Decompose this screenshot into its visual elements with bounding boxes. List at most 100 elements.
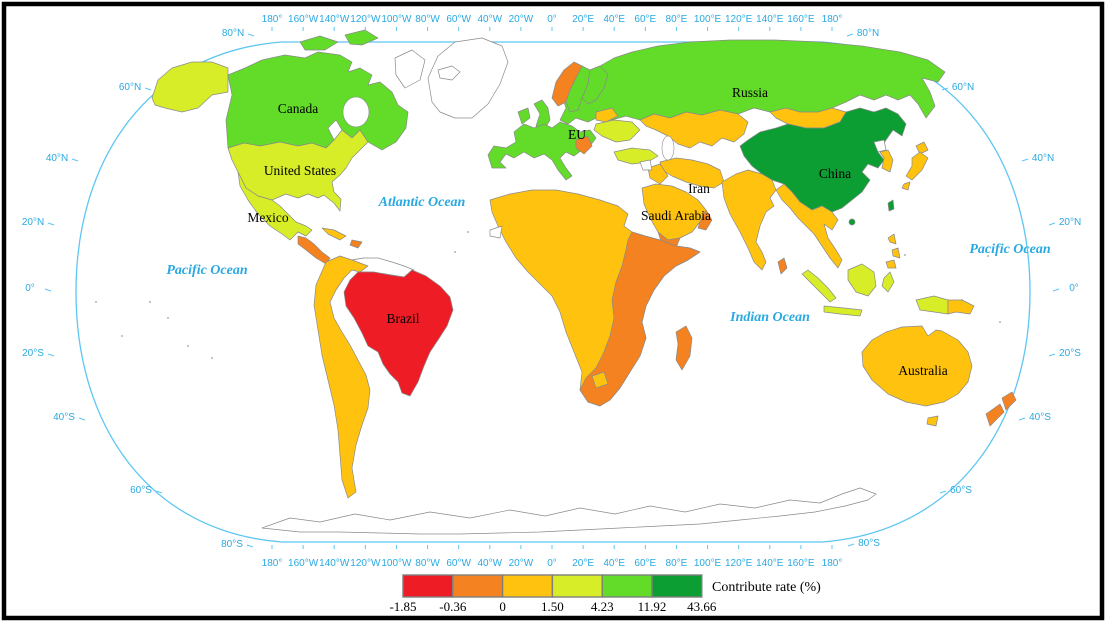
lon-label: 120°W (350, 14, 381, 25)
ocean-label: Indian Ocean (729, 310, 810, 325)
tick (47, 222, 55, 226)
country-label: United States (264, 163, 336, 178)
lon-label: 120°W (350, 558, 381, 569)
lat-label: 40°S (53, 412, 75, 423)
tick (1018, 417, 1026, 421)
lon-label: 100°E (694, 558, 722, 569)
legend-box-dark_green (651, 574, 703, 598)
region-iran (659, 157, 725, 189)
lon-label: 180° (822, 558, 843, 569)
legend-box-orange (452, 574, 504, 598)
region-borneo (847, 263, 877, 297)
lon-label: 60°W (446, 558, 471, 569)
region-north-korea (873, 139, 887, 153)
tick (78, 417, 86, 421)
lon-label: 40°W (477, 14, 502, 25)
region-png (947, 299, 975, 315)
lon-label: 140°W (319, 14, 350, 25)
region-arctic-island (344, 29, 379, 46)
tick (47, 353, 55, 357)
latitude-labels-left: 80°N 60°N 40°N 20°N 0° 20°S 40°S 60°S 80°S (22, 28, 255, 550)
legend-break: 0 (499, 599, 506, 614)
legend: -1.85 -0.36 0 1.50 4.23 11.92 43.66 Contribute… (389, 574, 821, 614)
lon-label: 80°E (666, 14, 688, 25)
region-syria (639, 159, 653, 171)
country-label: Russia (732, 85, 768, 100)
lon-label: 80°W (415, 14, 440, 25)
lat-label: 80°S (858, 538, 880, 549)
region-united-states (227, 129, 369, 212)
tick (246, 544, 254, 548)
lon-label: 60°W (446, 14, 471, 25)
caspian-sea (661, 135, 675, 161)
region-finland (581, 65, 609, 105)
tick (1048, 222, 1056, 226)
tick (847, 543, 855, 547)
lon-label: 160°W (288, 14, 319, 25)
region-east-south-africa (579, 231, 701, 407)
lat-label: 60°S (130, 485, 152, 496)
lon-label: 80°W (415, 558, 440, 569)
lat-label: 60°N (952, 82, 974, 93)
lon-label: 20°E (572, 14, 594, 25)
region-sumatra (801, 269, 837, 303)
region-india (721, 169, 777, 271)
ocean-label: Pacific Ocean (166, 263, 247, 278)
region-belarus (595, 107, 619, 123)
lat-label: 0° (1069, 283, 1079, 294)
lon-label: 180° (822, 14, 843, 25)
lat-label: 40°N (1032, 153, 1054, 164)
region-brazil (343, 269, 454, 397)
region-java (823, 305, 863, 317)
region-iceland (437, 65, 461, 81)
lon-label: 40°E (603, 14, 625, 25)
lat-label: 20°N (1059, 217, 1081, 228)
landmasses (95, 29, 1017, 535)
region-sri-lanka (777, 257, 788, 275)
lon-label: 20°E (572, 558, 594, 569)
legend-break: -1.85 (389, 599, 416, 614)
legend-box-gold (501, 574, 554, 598)
tick (247, 33, 255, 37)
small-islands (95, 231, 1001, 359)
region-ukraine (593, 119, 641, 143)
projection-outline (75, 41, 1031, 543)
lon-label: 180° (262, 558, 283, 569)
region-arctic-island (299, 35, 339, 51)
region-papua (915, 295, 949, 315)
region-hainan (848, 218, 856, 226)
lon-label: 100°W (381, 14, 412, 25)
lon-label: 60°E (634, 14, 656, 25)
region-ireland (517, 107, 531, 125)
lon-label: 0° (547, 14, 557, 25)
ocean-label: Atlantic Ocean (378, 195, 466, 210)
region-oman (697, 209, 713, 231)
region-cuba (321, 227, 347, 241)
longitude-labels-bottom: 180° 160°W 140°W 120°W 100°W 80°W 60°W 40°W 20°W… (262, 545, 843, 569)
country-label: Brazil (387, 311, 420, 326)
lon-label: 160°E (787, 558, 815, 569)
lon-label: 60°E (634, 558, 656, 569)
region-saudi-arabia (641, 183, 707, 241)
lon-label: 160°W (288, 558, 319, 569)
lat-label: 40°N (46, 153, 68, 164)
lon-label: 140°E (756, 14, 784, 25)
country-label: China (819, 166, 851, 181)
legend-box-yellow_green (551, 574, 603, 598)
lat-label: 20°N (22, 217, 44, 228)
lat-label: 20°S (1059, 348, 1081, 359)
region-antarctica (261, 487, 877, 535)
lon-label: 40°E (603, 558, 625, 569)
country-label: Australia (898, 363, 948, 378)
region-hispaniola (349, 239, 363, 249)
lat-label: 40°S (1029, 412, 1051, 423)
lat-label: 60°N (119, 82, 141, 93)
region-central-asia (639, 109, 749, 149)
tick (846, 33, 854, 37)
lon-label: 80°E (666, 558, 688, 569)
legend-break: 11.92 (638, 599, 667, 614)
tick (71, 158, 79, 162)
tick (1048, 353, 1056, 357)
legend-break: 4.23 (591, 599, 614, 614)
